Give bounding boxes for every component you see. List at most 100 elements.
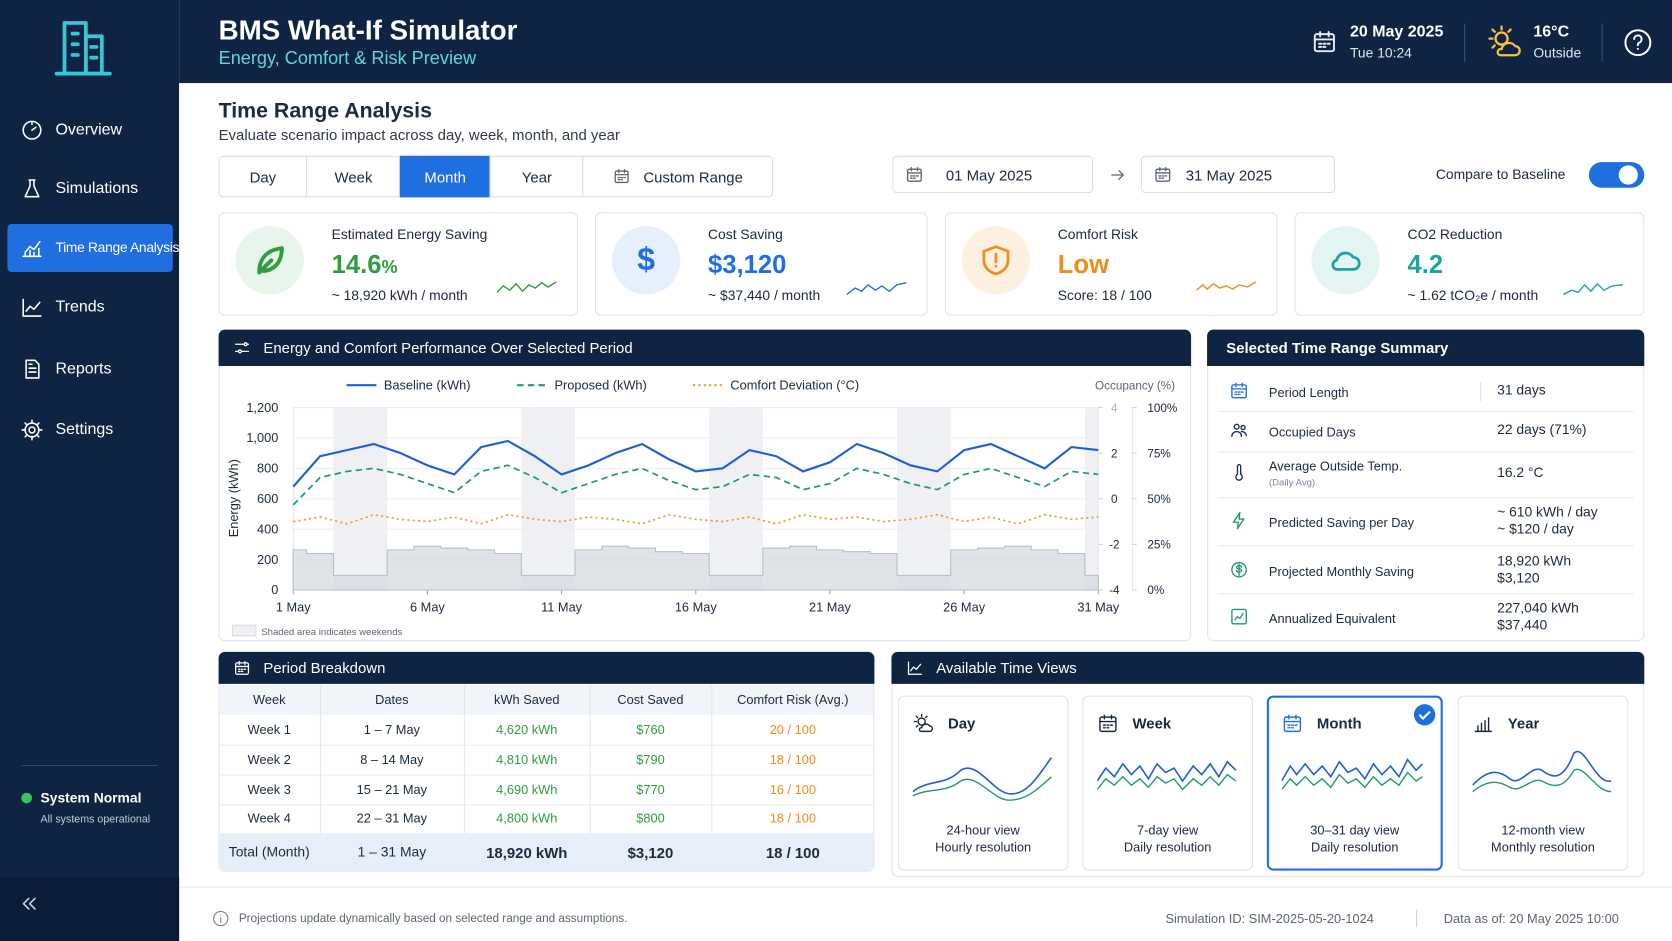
icon-shape [25, 359, 40, 379]
nav-label: Trends [55, 297, 105, 316]
table-row-line [219, 774, 874, 776]
icon-shape [24, 422, 40, 438]
icon-shape [1488, 25, 1521, 57]
table-cell: 1 – 7 May [363, 722, 420, 738]
icon-shape [1155, 168, 1171, 182]
header-divider [1464, 23, 1466, 62]
icon-shape [83, 34, 104, 76]
nav-label: Reports [55, 359, 112, 378]
sparkline-shape [1096, 760, 1237, 783]
summary-label: Occupied Days [1268, 424, 1356, 440]
table-head [219, 684, 874, 715]
icon-shape [1234, 612, 1244, 621]
icon-shape [1231, 561, 1247, 578]
range-tab[interactable]: Custom Range [583, 156, 773, 198]
date-from[interactable] [892, 155, 1093, 194]
icon-shape [1313, 31, 1335, 48]
icon-shape [906, 166, 922, 179]
range-tab[interactable]: Week [307, 155, 400, 198]
summary-divider [1217, 545, 1634, 547]
header-divider [1601, 23, 1603, 62]
icon-shape [213, 910, 229, 927]
summary-divider [1217, 451, 1634, 453]
sparkline-shape [1472, 750, 1612, 793]
summary-value: 16.2 °C [1497, 464, 1544, 481]
kpi-label: Cost Saving [708, 226, 783, 243]
icon-shape [1111, 170, 1124, 180]
icon-shape [1233, 423, 1240, 430]
icon-shape [257, 246, 284, 275]
icon-shape [917, 717, 926, 726]
kpi-icon: $ [637, 242, 656, 278]
sparkline-shape [846, 282, 907, 296]
table-cell: $760 [636, 722, 665, 738]
icon-shape [918, 723, 933, 733]
view-sparkline [912, 749, 1056, 807]
icon-shape [1624, 29, 1652, 57]
kpi-label: CO2 Reduction [1407, 226, 1503, 243]
icon-shape [235, 343, 250, 353]
view-sparkline [1472, 749, 1616, 807]
icon-shape [907, 661, 922, 675]
icon-shape [1235, 464, 1243, 481]
view-title: Week [1132, 714, 1172, 732]
icon-shape [22, 897, 36, 910]
table-header: Week [253, 692, 286, 708]
range-tab-label: Month [424, 168, 466, 186]
view-line1: 30–31 day view [1310, 822, 1400, 838]
icon-shape [1155, 166, 1171, 179]
sparkline-shape [496, 281, 557, 293]
kpi-icon-bg [612, 226, 681, 295]
icon-shape [1231, 384, 1247, 399]
icon-shape [1496, 41, 1521, 57]
icon [1109, 166, 1126, 183]
icon-shape [24, 179, 40, 198]
table-header: Dates [375, 692, 409, 708]
summary-value: ~ $120 / day [1497, 520, 1574, 537]
table-header: kWh Saved [494, 692, 560, 708]
icon [20, 236, 43, 259]
icon-shape [1232, 511, 1245, 530]
date-to[interactable] [1140, 155, 1336, 194]
table-total: 1 – 31 May [357, 843, 427, 860]
icon-shape [54, 31, 112, 76]
icon [906, 659, 923, 676]
nav-label: Time Range Analysis [55, 238, 180, 255]
icon-shape [1231, 423, 1247, 438]
icon-shape [1313, 33, 1335, 53]
range-tab-label: Year [521, 168, 552, 186]
icon-shape [913, 713, 933, 733]
range-tab[interactable]: Month [399, 155, 491, 198]
table-total: 18 / 100 [765, 843, 820, 861]
kpi-sparkline [846, 282, 909, 297]
icon-shape [1099, 714, 1117, 733]
table-row-line [219, 804, 874, 806]
range-tab[interactable]: Day [219, 155, 308, 198]
icon-shape [906, 166, 922, 182]
kpi-detail: ~ 1.62 tCO₂e / month [1407, 286, 1539, 303]
footer-sim-id: Simulation ID: SIM-2025-05-20-1024 [1165, 911, 1374, 927]
table-cell: 22 – 31 May [356, 810, 428, 826]
table-cell: 18 / 100 [769, 752, 816, 768]
sparkline-shape [1562, 282, 1624, 296]
view-line2: Hourly resolution [935, 839, 1032, 855]
icon [1229, 560, 1248, 579]
icon-shape [1231, 608, 1247, 625]
kpi-label: Estimated Energy Saving [331, 226, 488, 243]
icon [1229, 420, 1248, 439]
icon-shape [31, 121, 37, 131]
icon [212, 910, 229, 927]
nav-label: Settings [55, 420, 114, 439]
table-total: Total (Month) [228, 843, 310, 860]
table-vline [589, 684, 591, 835]
icon [1229, 381, 1248, 400]
icon-shape [1633, 34, 1643, 50]
table-row-line [219, 744, 874, 746]
icon-shape [1494, 31, 1509, 46]
header-bar [179, 0, 1672, 84]
check-shape [1418, 710, 1431, 721]
icon-shape [22, 897, 36, 910]
range-tab[interactable]: Year [491, 155, 584, 198]
view-card[interactable] [1457, 695, 1629, 871]
